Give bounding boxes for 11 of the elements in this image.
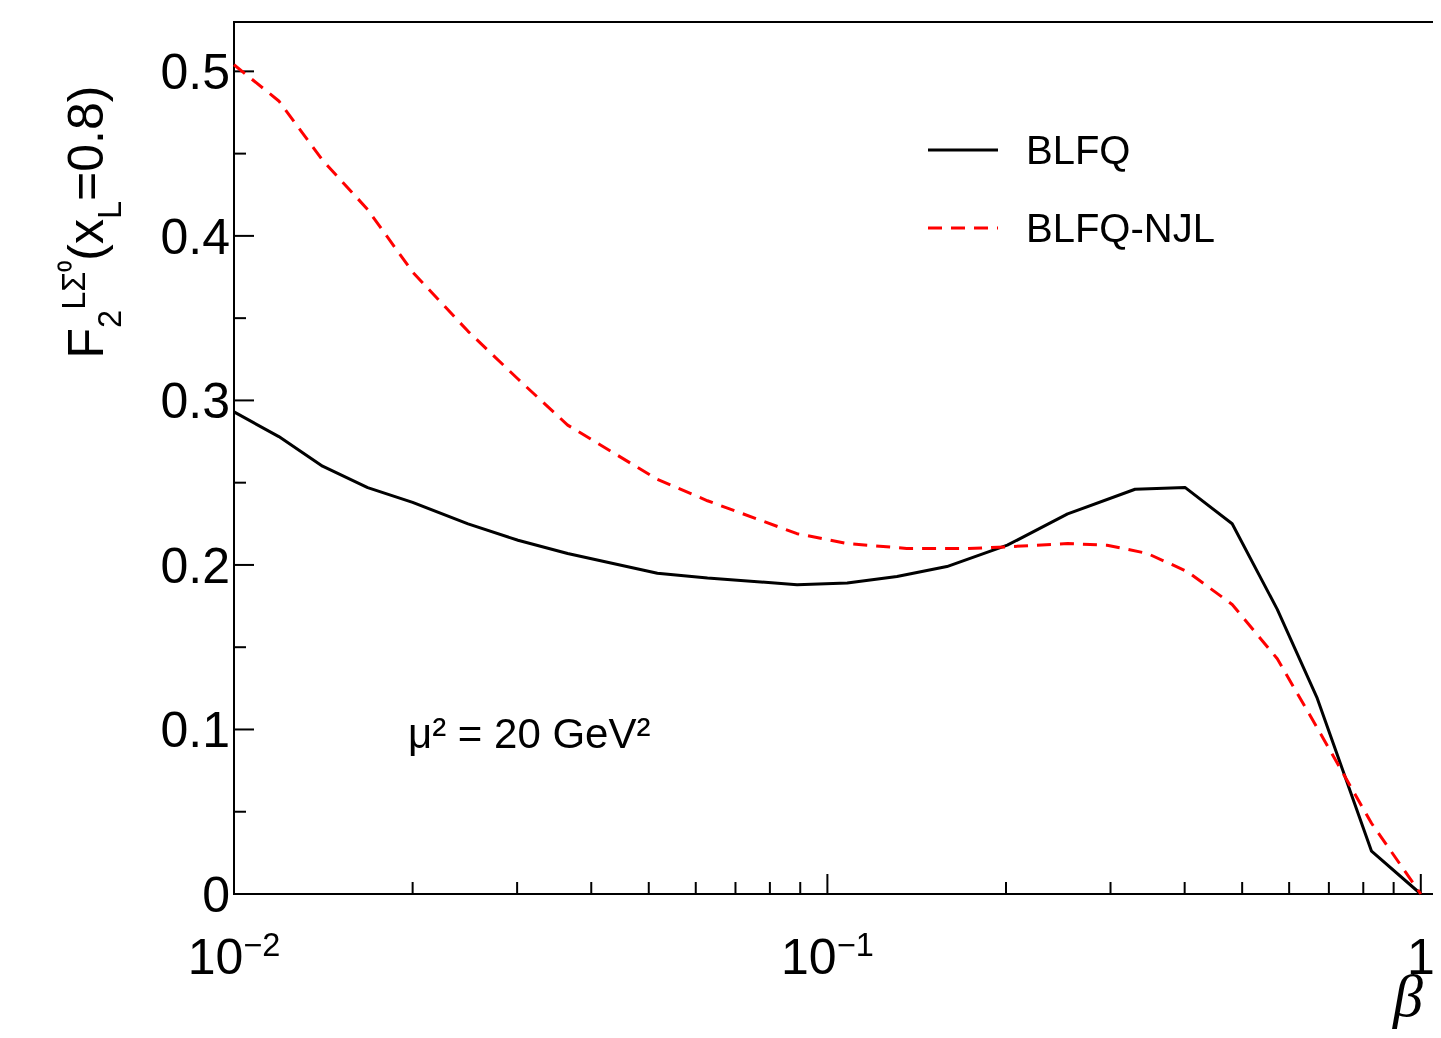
y-tick-label: 0.1 [160, 702, 230, 759]
legend-label: BLFQ-NJL [1026, 206, 1215, 250]
x-tick-label: 10$^{−1}$ [781, 927, 874, 985]
y-tick-label: 0.4 [160, 208, 230, 265]
legend-label: BLFQ [1026, 128, 1131, 172]
y-tick-label: 0 [202, 867, 230, 923]
annotation: μ² = 20 GeV² [408, 710, 651, 757]
y-tick-label: 0.5 [160, 44, 230, 101]
y-tick-label: 0.2 [160, 537, 230, 594]
y-tick-label: 0.3 [160, 373, 230, 430]
x-tick-label: 10$^{−2}$ [187, 927, 281, 985]
